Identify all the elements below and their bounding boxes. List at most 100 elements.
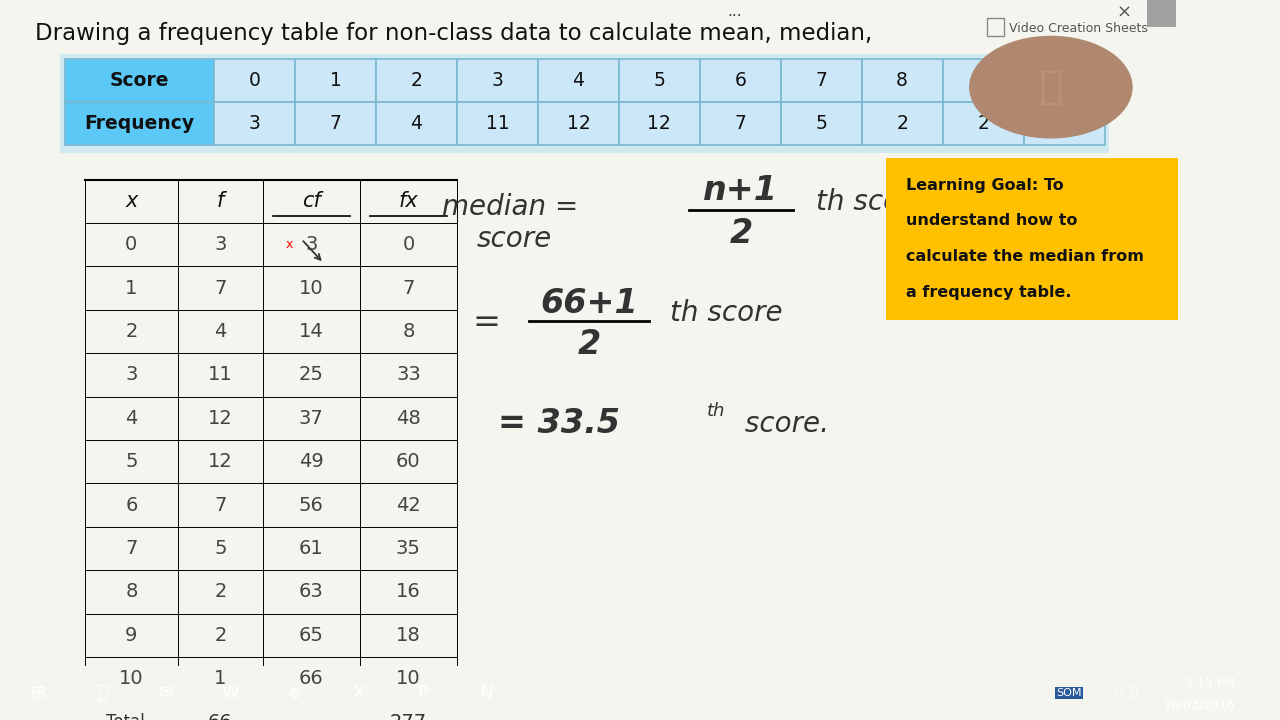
Bar	[296, 58, 376, 102]
Text: 2: 2	[214, 626, 227, 644]
Text: 4: 4	[411, 114, 422, 133]
Bar	[376, 102, 457, 145]
Text: 16/03/2016: 16/03/2016	[1164, 698, 1235, 711]
Text: 1: 1	[1059, 114, 1070, 133]
Text: f: f	[216, 192, 224, 211]
Text: 7: 7	[330, 114, 342, 133]
Bar	[214, 58, 296, 102]
Text: Learning Goal: To: Learning Goal: To	[906, 178, 1064, 193]
Text: 42: 42	[396, 495, 421, 515]
Text: 5: 5	[214, 539, 227, 558]
Text: th score: th score	[669, 299, 782, 327]
Bar	[457, 102, 538, 145]
Text: 14: 14	[300, 322, 324, 341]
Text: th score.: th score.	[815, 188, 937, 216]
Text: ✉: ✉	[159, 684, 174, 702]
Text: 7: 7	[125, 539, 137, 558]
Text: 4: 4	[125, 409, 137, 428]
Text: 3: 3	[492, 71, 503, 90]
Text: 49: 49	[300, 452, 324, 471]
Text: 10: 10	[396, 669, 421, 688]
Text: 5: 5	[125, 452, 138, 471]
Text: understand how to: understand how to	[906, 213, 1078, 228]
Bar	[861, 102, 942, 145]
Text: 3: 3	[214, 235, 227, 254]
Text: 10: 10	[1052, 71, 1076, 90]
Text: Video Creation Sheets: Video Creation Sheets	[1009, 22, 1147, 35]
Bar	[987, 18, 1004, 36]
Text: median =: median =	[442, 193, 579, 221]
Text: cf: cf	[302, 192, 321, 211]
Text: 12: 12	[209, 452, 233, 471]
Text: 1: 1	[330, 71, 342, 90]
Bar	[942, 102, 1024, 145]
Bar	[1024, 58, 1105, 102]
Bar	[861, 58, 942, 102]
Bar	[538, 102, 618, 145]
Text: 2: 2	[411, 71, 422, 90]
Text: 35: 35	[396, 539, 421, 558]
Text: 4: 4	[214, 322, 227, 341]
Text: 1: 1	[214, 669, 227, 688]
Bar	[618, 102, 700, 145]
Text: 4: 4	[572, 71, 585, 90]
Text: 2: 2	[125, 322, 137, 341]
Text: 33: 33	[396, 365, 421, 384]
Text: 2: 2	[730, 217, 753, 250]
Text: score: score	[477, 225, 552, 253]
Text: 61: 61	[300, 539, 324, 558]
Text: 7: 7	[735, 114, 746, 133]
Text: 6: 6	[125, 495, 137, 515]
Text: N: N	[480, 684, 493, 702]
Text: 2: 2	[896, 114, 908, 133]
Text: 2: 2	[214, 582, 227, 601]
Text: = 33.5: = 33.5	[498, 408, 620, 441]
Text: 2: 2	[977, 114, 989, 133]
Text: 12: 12	[209, 409, 233, 428]
Text: ×: ×	[1117, 3, 1132, 21]
Text: 65: 65	[298, 626, 324, 644]
Text: 1: 1	[125, 279, 137, 297]
Text: 5: 5	[815, 114, 827, 133]
Text: 7: 7	[402, 279, 415, 297]
Text: 63: 63	[300, 582, 324, 601]
Text: calculate the median from: calculate the median from	[906, 249, 1144, 264]
Text: ...: ...	[727, 4, 742, 19]
Text: Drawing a frequency table for non-class data to calculate mean, median,: Drawing a frequency table for non-class …	[35, 22, 872, 45]
Text: 11: 11	[485, 114, 509, 133]
Text: 277: 277	[390, 713, 428, 720]
Text: 56: 56	[298, 495, 324, 515]
FancyBboxPatch shape	[886, 158, 1178, 320]
Text: 3: 3	[248, 114, 261, 133]
Text: 9:19 PM: 9:19 PM	[1185, 677, 1235, 690]
Text: 12: 12	[567, 114, 590, 133]
Text: th: th	[708, 402, 726, 420]
Text: 9: 9	[125, 626, 137, 644]
Text: =: =	[472, 307, 500, 339]
Bar	[214, 102, 296, 145]
Bar	[376, 58, 457, 102]
Text: 8: 8	[125, 582, 137, 601]
Bar	[700, 58, 781, 102]
Text: 3: 3	[305, 235, 317, 254]
Text: 8: 8	[896, 71, 908, 90]
Bar	[942, 58, 1024, 102]
Text: score.: score.	[736, 410, 829, 438]
Text: 2: 2	[577, 328, 600, 361]
Text: 7: 7	[214, 279, 227, 297]
Bar	[364, 706, 453, 720]
Text: 66: 66	[209, 713, 233, 720]
Text: 10: 10	[119, 669, 143, 688]
Bar	[1147, 0, 1176, 27]
Bar	[781, 102, 861, 145]
Text: Total: Total	[106, 713, 145, 720]
Bar	[618, 58, 700, 102]
Text: 11: 11	[209, 365, 233, 384]
Text: Score: Score	[110, 71, 169, 90]
Bar	[781, 58, 861, 102]
Bar	[538, 58, 618, 102]
Text: 66+1: 66+1	[540, 287, 637, 320]
Text: 9: 9	[977, 71, 989, 90]
Text: e: e	[289, 684, 300, 702]
Bar	[65, 58, 214, 102]
